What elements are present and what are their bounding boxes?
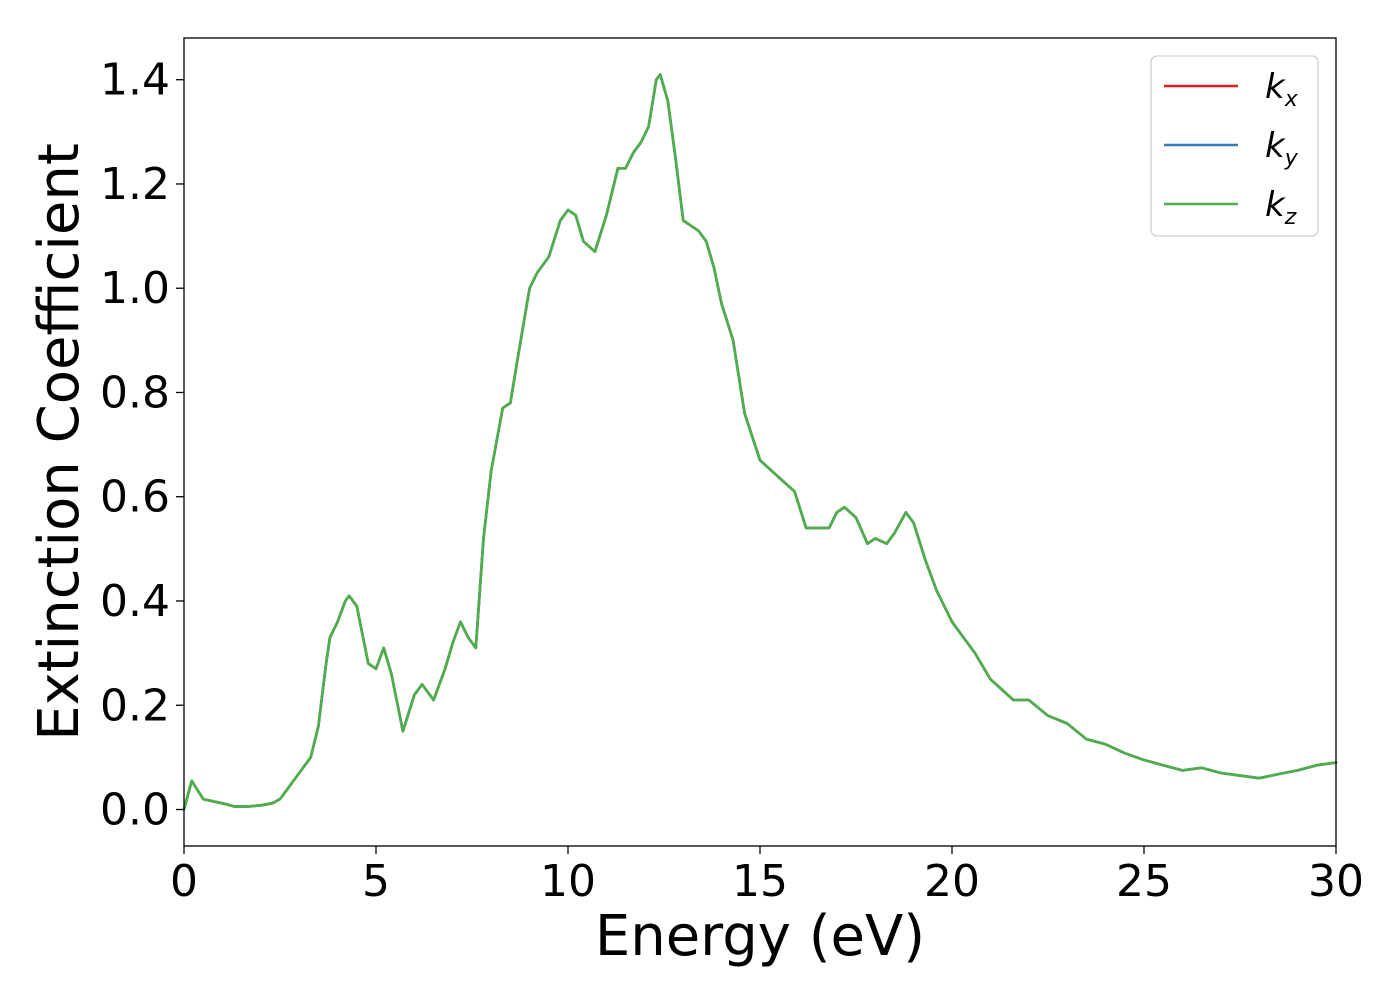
y-axis-title: Extinction Coefficient — [27, 143, 92, 741]
x-tick-label: 10 — [540, 856, 596, 907]
y-tick-label: 0.8 — [100, 367, 170, 418]
y-tick-label: 0.2 — [100, 680, 170, 731]
plot-area — [182, 73, 1338, 811]
series-line-kz — [182, 73, 1338, 811]
x-axis-ticks: 0 5 10 15 20 25 30 — [170, 846, 1364, 907]
y-tick-label: 0.6 — [100, 472, 170, 523]
x-tick-label: 30 — [1308, 856, 1364, 907]
y-tick-label: 1.2 — [100, 159, 170, 210]
x-tick-label: 20 — [924, 856, 980, 907]
y-tick-label: 1.0 — [100, 263, 170, 314]
x-tick-label: 25 — [1116, 856, 1172, 907]
x-tick-label: 15 — [732, 856, 788, 907]
x-axis-title: Energy (eV) — [595, 904, 925, 969]
plot-frame — [183, 37, 1337, 847]
y-axis-ticks: 0.0 0.2 0.4 0.6 0.8 1.0 1.2 1.4 — [100, 55, 184, 836]
y-tick-label: 0.4 — [100, 576, 170, 627]
y-tick-label: 0.0 — [100, 785, 170, 836]
x-tick-label: 5 — [362, 856, 390, 907]
y-tick-label: 1.4 — [100, 55, 170, 106]
x-tick-label: 0 — [170, 856, 198, 907]
